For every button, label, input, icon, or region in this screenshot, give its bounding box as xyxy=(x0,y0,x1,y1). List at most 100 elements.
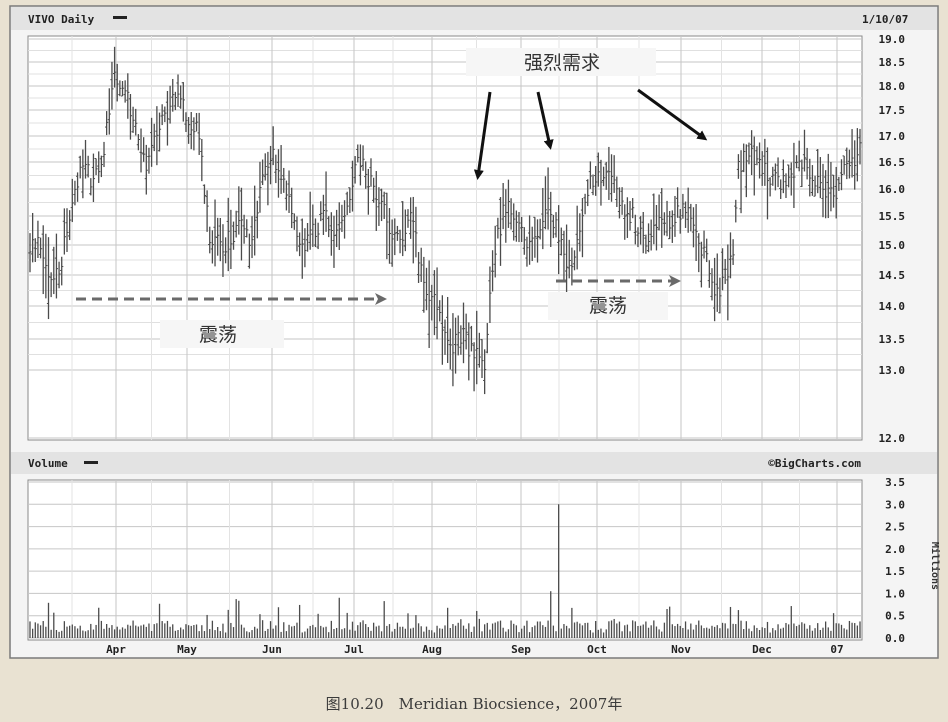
price-y-tick: 15.0 xyxy=(879,239,906,252)
price-bar xyxy=(533,216,537,258)
price-bar xyxy=(665,200,669,237)
price-bar xyxy=(393,218,397,256)
price-bar xyxy=(411,196,415,264)
price-bar xyxy=(668,210,672,240)
price-bar xyxy=(73,180,77,206)
price-bar xyxy=(586,179,590,207)
price-bar xyxy=(202,184,207,204)
price-bar xyxy=(184,112,188,132)
price-bar xyxy=(702,230,706,259)
price-bar xyxy=(794,155,799,169)
price-bar xyxy=(641,211,645,254)
price-bar xyxy=(787,164,791,188)
price-bar xyxy=(742,143,746,173)
price-bar xyxy=(239,187,244,261)
price-bar xyxy=(639,216,643,245)
price-bar xyxy=(707,260,711,288)
price-bar xyxy=(387,208,392,264)
price-bar xyxy=(435,267,439,340)
price-bar xyxy=(847,149,852,179)
price-y-tick: 18.5 xyxy=(879,56,906,69)
price-bar xyxy=(208,226,212,254)
chart-svg: VIVO Daily 1/10/07 19.018.518.017.517.01… xyxy=(9,5,941,659)
price-bar xyxy=(144,144,148,195)
price-bar xyxy=(554,212,558,238)
price-bar xyxy=(734,199,738,223)
price-bar xyxy=(139,128,143,173)
price-bar xyxy=(670,210,674,243)
price-bar xyxy=(33,238,37,263)
price-bar xyxy=(607,146,611,200)
price-bar xyxy=(451,313,455,387)
price-bar xyxy=(771,166,775,186)
price-bar xyxy=(395,225,400,241)
price-bar xyxy=(316,222,320,250)
price-bar xyxy=(831,174,836,208)
demand-arrow-3 xyxy=(637,88,708,141)
price-bar xyxy=(311,204,315,247)
price-bar xyxy=(160,104,164,126)
price-bar xyxy=(546,167,550,230)
price-bar xyxy=(765,147,770,220)
price-bar xyxy=(715,253,719,312)
price-bar xyxy=(467,322,471,381)
price-bar xyxy=(797,140,801,172)
price-bar xyxy=(361,145,365,171)
price-bar xyxy=(805,147,809,180)
price-bar xyxy=(551,214,555,239)
price-bar xyxy=(38,237,43,259)
price-bar xyxy=(448,328,452,370)
price-bar xyxy=(517,212,521,243)
demand-arrow-1 xyxy=(473,91,492,180)
price-bar xyxy=(681,193,685,219)
demand-arrow-2 xyxy=(536,91,554,150)
price-bar xyxy=(155,106,159,166)
price-bar xyxy=(382,191,386,219)
volume-ylabel: Millions xyxy=(929,542,941,590)
price-bar xyxy=(197,112,201,155)
price-bar xyxy=(525,236,529,267)
price-bar xyxy=(224,237,228,264)
price-bar xyxy=(691,207,696,248)
price-bar xyxy=(356,144,360,163)
price-bar xyxy=(284,180,289,211)
price-y-tick: 13.5 xyxy=(879,333,906,346)
consolidation-label-2: 震荡 xyxy=(589,295,627,317)
price-legend-swatch xyxy=(113,16,127,19)
price-bar xyxy=(189,112,193,150)
volume-y-tick: 0.5 xyxy=(885,610,905,623)
price-bar xyxy=(601,166,606,187)
price-bar xyxy=(631,198,635,219)
price-bar xyxy=(657,194,661,231)
price-bar xyxy=(107,88,111,135)
price-bar xyxy=(570,247,574,286)
price-bar xyxy=(115,63,119,102)
price-bar xyxy=(81,149,85,199)
price-bar xyxy=(171,78,175,112)
price-bar xyxy=(263,153,267,181)
price-bar xyxy=(689,203,693,232)
price-bar xyxy=(834,166,838,219)
price-bar xyxy=(192,117,196,151)
price-bar xyxy=(255,200,259,239)
price-bar xyxy=(549,191,553,247)
price-bar xyxy=(633,214,637,245)
price-bar xyxy=(157,112,162,152)
price-bar xyxy=(736,154,741,179)
price-bar xyxy=(792,142,796,209)
price-bar xyxy=(768,177,772,197)
price-bar xyxy=(89,178,93,196)
price-bar xyxy=(488,266,492,324)
price-bar xyxy=(210,230,214,264)
price-bar xyxy=(826,153,830,219)
price-bar xyxy=(49,272,53,298)
price-bar xyxy=(713,257,717,322)
price-bar xyxy=(86,155,90,178)
price-bar xyxy=(424,267,429,311)
price-bar xyxy=(580,197,585,258)
price-bar xyxy=(683,201,688,228)
price-bar xyxy=(422,256,426,313)
price-bar xyxy=(842,155,846,175)
price-bar xyxy=(279,145,283,194)
price-bar xyxy=(242,214,246,244)
